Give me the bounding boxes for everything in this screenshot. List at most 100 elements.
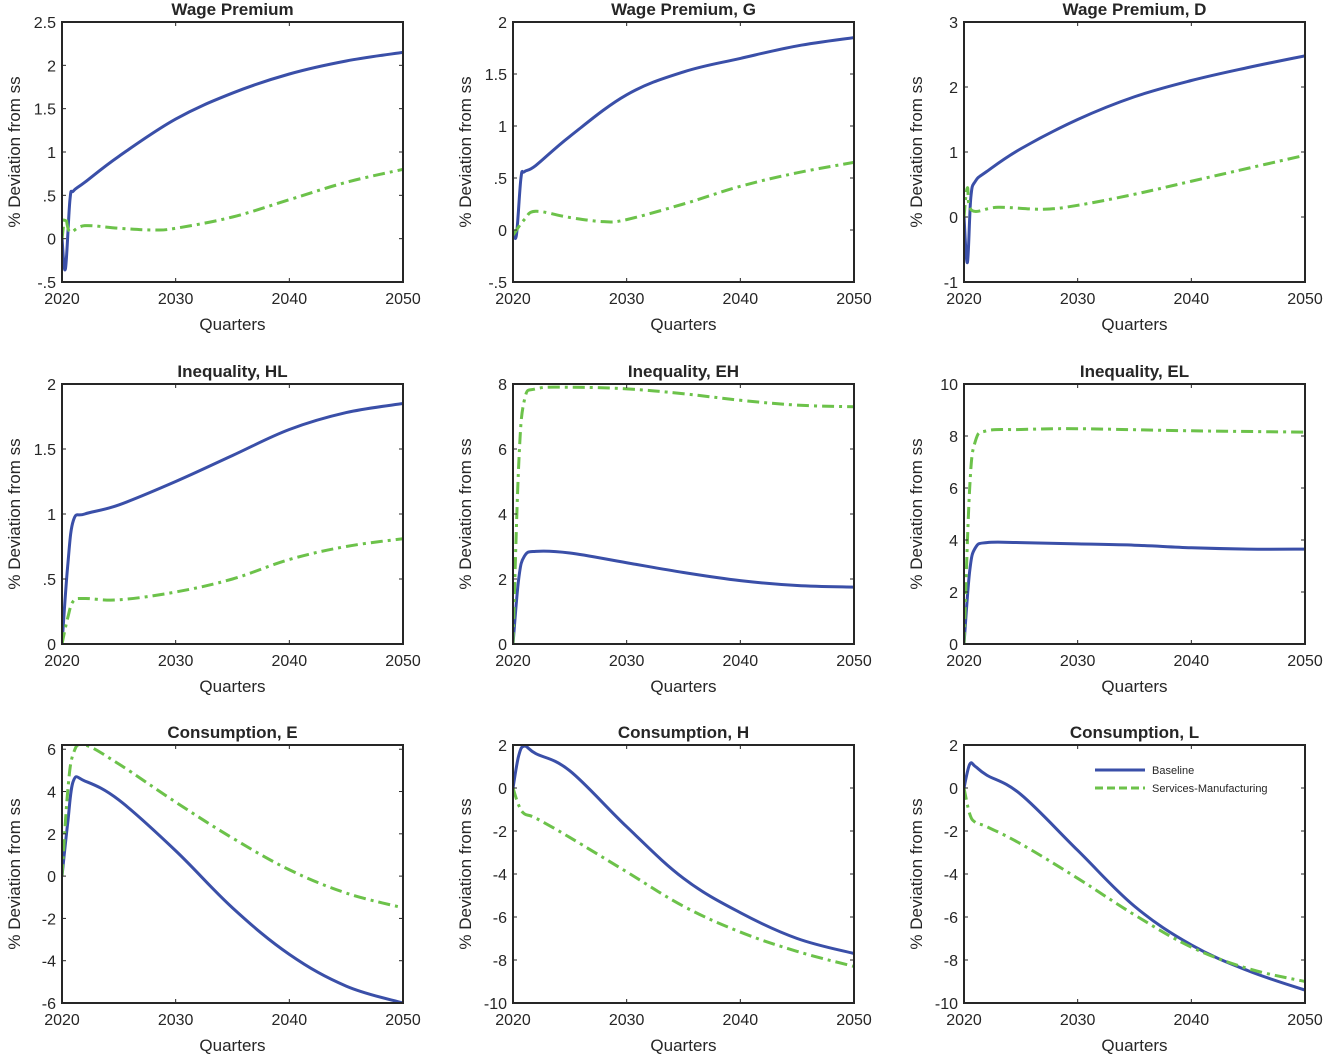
- y-tick-label: -6: [944, 910, 958, 927]
- y-tick-label: 0: [47, 637, 56, 654]
- y-tick-label: -10: [484, 996, 507, 1013]
- y-axis-label: % Deviation from ss: [456, 438, 475, 589]
- y-tick-label: 0: [949, 210, 958, 227]
- x-axis-label: Quarters: [199, 1036, 265, 1055]
- series-line-services-manufacturing: [62, 745, 403, 910]
- legend-label: Services-Manufacturing: [1152, 783, 1268, 795]
- x-tick-label: 2020: [495, 291, 531, 308]
- x-tick-label: 2050: [836, 653, 872, 670]
- x-axis-label: Quarters: [1101, 677, 1167, 696]
- y-tick-label: 2: [949, 80, 958, 97]
- y-tick-label: 2: [498, 738, 507, 755]
- series-line-baseline: [513, 36, 854, 240]
- y-tick-label: 0: [498, 637, 507, 654]
- y-tick-label: -.5: [488, 275, 507, 292]
- y-tick-label: -8: [493, 953, 507, 970]
- subplot-2: 2020 2030 2040 2050 -.5 0 .5 1 1.5 2 Wage Premium,…: [456, 0, 872, 334]
- x-tick-label: 2030: [609, 1012, 645, 1029]
- y-axis-label: % Deviation from ss: [907, 798, 926, 949]
- series-line-baseline: [513, 549, 854, 644]
- y-tick-label: 0: [949, 637, 958, 654]
- y-tick-label: .5: [43, 572, 56, 589]
- x-tick-label: 2050: [385, 291, 421, 308]
- legend: Baseline Services-Manufacturing: [1095, 765, 1268, 795]
- x-tick-label: 2020: [946, 1012, 982, 1029]
- axes-box: [61, 744, 404, 1004]
- y-tick-label: 2: [47, 58, 56, 75]
- subplot-3: 2020 2030 2040 2050 -1 0 1 2 3 Wage Premium, D Qua…: [907, 0, 1323, 334]
- x-tick-label: 2030: [609, 291, 645, 308]
- axes-box: [512, 21, 855, 283]
- y-axis-label: % Deviation from ss: [456, 798, 475, 949]
- x-axis-label: Quarters: [650, 1036, 716, 1055]
- x-tick-label: 2020: [44, 1012, 80, 1029]
- subplot-title: Inequality, HL: [177, 362, 287, 381]
- axes-box: [512, 744, 855, 1004]
- x-tick-label: 2020: [44, 653, 80, 670]
- subplot-title: Wage Premium, D: [1063, 0, 1207, 19]
- series-line-services-manufacturing: [964, 427, 1305, 644]
- subplot-8: 2020 2030 2040 2050 -10 -8 -6 -4 -2 0 2 Consumption…: [456, 723, 872, 1055]
- x-tick-label: 2050: [836, 1012, 872, 1029]
- y-tick-label: 0: [47, 232, 56, 249]
- y-tick-label: 6: [498, 442, 507, 459]
- y-tick-label: 0: [498, 223, 507, 240]
- legend-label: Baseline: [1152, 765, 1194, 777]
- axes-box: [512, 383, 855, 645]
- subplot-6: 2020 2030 2040 2050 0 2 4 6 8 10 Inequality, EL Qua…: [907, 362, 1323, 696]
- series-line-baseline: [62, 50, 403, 272]
- subplot-4: 2020 2030 2040 2050 0 .5 1 1.5 2 Inequality, HL Qu…: [5, 362, 421, 696]
- y-tick-label: 4: [47, 785, 56, 802]
- x-tick-label: 2030: [158, 291, 194, 308]
- y-tick-label: 2: [498, 15, 507, 32]
- x-tick-label: 2030: [158, 653, 194, 670]
- y-tick-label: -2: [944, 824, 958, 841]
- x-tick-label: 2040: [272, 1012, 308, 1029]
- y-axis-label: % Deviation from ss: [5, 76, 24, 227]
- y-tick-label: -2: [493, 824, 507, 841]
- y-axis-label: % Deviation from ss: [907, 76, 926, 227]
- y-tick-label: 2: [949, 585, 958, 602]
- series-line-services-manufacturing: [62, 167, 403, 239]
- x-tick-label: 2020: [495, 1012, 531, 1029]
- y-tick-label: 1: [949, 145, 958, 162]
- y-tick-label: 1.5: [34, 102, 56, 119]
- y-tick-label: -4: [42, 954, 56, 971]
- x-tick-label: 2050: [1287, 1012, 1323, 1029]
- x-tick-label: 2040: [272, 653, 308, 670]
- y-tick-label: 8: [949, 429, 958, 446]
- x-tick-label: 2050: [1287, 653, 1323, 670]
- y-tick-label: 1.5: [34, 442, 56, 459]
- axes-box: [61, 383, 404, 645]
- y-tick-label: 1: [47, 145, 56, 162]
- series-line-baseline: [62, 775, 403, 1003]
- subplot-title: Inequality, EL: [1080, 362, 1189, 381]
- y-tick-label: 2: [47, 377, 56, 394]
- subplot-title: Inequality, EH: [628, 362, 739, 381]
- subplot-title: Consumption, E: [167, 723, 297, 742]
- subplot-title: Consumption, L: [1070, 723, 1199, 742]
- x-axis-label: Quarters: [1101, 1036, 1167, 1055]
- x-axis-label: Quarters: [1101, 315, 1167, 334]
- x-tick-label: 2030: [609, 653, 645, 670]
- y-tick-label: 10: [940, 377, 958, 394]
- x-tick-label: 2020: [946, 291, 982, 308]
- x-tick-label: 2030: [1060, 653, 1096, 670]
- series-line-services-manufacturing: [513, 160, 854, 237]
- x-tick-label: 2040: [1174, 291, 1210, 308]
- x-tick-label: 2020: [495, 653, 531, 670]
- y-tick-label: 6: [949, 481, 958, 498]
- y-tick-label: 0: [47, 869, 56, 886]
- subplot-1: 2020 2030 2040 2050 -.5 0 .5 1 1.5 2 2.5 Wage Premi…: [5, 0, 421, 334]
- y-tick-label: 2: [949, 738, 958, 755]
- y-tick-label: .5: [494, 171, 507, 188]
- x-tick-label: 2040: [723, 653, 759, 670]
- y-tick-label: 0: [498, 781, 507, 798]
- y-tick-label: -6: [42, 996, 56, 1013]
- series-line-baseline: [513, 745, 854, 956]
- x-tick-label: 2040: [723, 291, 759, 308]
- y-tick-label: -1: [944, 275, 958, 292]
- x-tick-label: 2040: [723, 1012, 759, 1029]
- x-axis-label: Quarters: [650, 677, 716, 696]
